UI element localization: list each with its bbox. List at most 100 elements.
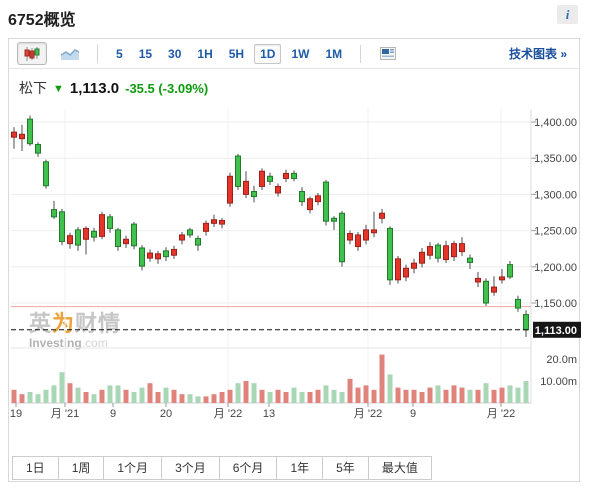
volume-bar	[179, 394, 185, 403]
volume-bar	[403, 389, 409, 403]
volume-bar	[459, 387, 465, 403]
range-button-1周[interactable]: 1周	[57, 456, 105, 480]
candle-body	[443, 245, 449, 261]
candlestick-chart-canvas[interactable]: 1,400.00 1,350.00 1,300.00 1,250.00 1,200.00…	[9, 39, 581, 483]
candle-body	[467, 257, 473, 263]
candle-body	[451, 243, 457, 258]
interval-1M[interactable]: 1M	[325, 46, 343, 61]
volume-bar	[483, 383, 489, 403]
info-icon[interactable]: i	[557, 5, 578, 24]
volume-bar	[523, 381, 529, 403]
volume-bar	[275, 389, 281, 403]
candle-body	[11, 131, 17, 138]
chart-widget: 5 15 30 1H 5H 1D 1W 1M 技术图表 » 松下 ▼ 1,113.0 -35.…	[8, 38, 581, 483]
volume-bar	[227, 389, 233, 403]
range-button-6个月[interactable]: 6个月	[218, 456, 278, 480]
candle-body	[491, 286, 497, 293]
candle-body	[227, 175, 233, 204]
volume-bar	[195, 396, 201, 403]
volume-bar	[187, 394, 193, 403]
interval-30[interactable]: 30	[168, 46, 182, 61]
watermark-cn: 英为财情	[29, 311, 122, 336]
candle-body	[331, 217, 337, 222]
volume-bar	[387, 374, 393, 403]
volume-bar	[411, 389, 417, 403]
volume-bar	[291, 387, 297, 403]
news-panel-icon[interactable]	[373, 42, 403, 65]
volume-bar	[235, 383, 241, 403]
volume-bar	[299, 392, 305, 403]
candle-body	[171, 248, 177, 256]
range-button-3个月[interactable]: 3个月	[161, 456, 220, 480]
instrument-name: 松下	[19, 80, 47, 96]
candle-body	[507, 264, 513, 278]
interval-5H[interactable]: 5H	[228, 46, 245, 61]
interval-1W[interactable]: 1W	[291, 46, 310, 61]
line-chart-icon[interactable]	[55, 42, 85, 65]
volume-bar	[51, 385, 57, 403]
volume-bar	[515, 387, 521, 403]
investing-watermark: 英为财情 Investing.com	[29, 311, 122, 350]
candle-body	[395, 258, 401, 281]
toolbar-divider	[97, 44, 98, 63]
candle-body	[307, 198, 313, 211]
volume-bar	[443, 389, 449, 403]
interval-1H[interactable]: 1H	[197, 46, 213, 61]
line-chart-glyph	[61, 48, 79, 60]
candle-body	[51, 209, 57, 218]
x-axis-label: 13	[263, 408, 275, 420]
candle-body	[35, 143, 41, 154]
candle-body	[99, 214, 105, 237]
page-title: 6752概览	[8, 12, 76, 29]
candle-body	[147, 252, 153, 259]
range-button-5年[interactable]: 5年	[322, 456, 369, 480]
x-axis-label: 月 '22	[487, 408, 515, 420]
candle-body	[299, 191, 305, 203]
candle-body	[203, 222, 209, 232]
candle-body	[243, 180, 249, 195]
volume-bar	[83, 392, 89, 403]
candle-body	[371, 229, 377, 234]
watermark-en: Investing.com	[29, 336, 108, 350]
volume-bar	[283, 392, 289, 403]
candle-body	[251, 191, 257, 198]
candle-body	[235, 155, 241, 187]
volume-bar	[59, 372, 65, 403]
volume-bar	[91, 394, 97, 403]
volume-bar	[347, 378, 353, 403]
candle-body	[283, 172, 289, 179]
volume-bar	[251, 383, 257, 403]
candle-body	[43, 161, 49, 187]
volume-bar	[115, 385, 121, 403]
volume-bar	[355, 387, 361, 403]
candle-body	[355, 234, 361, 248]
range-button-1年[interactable]: 1年	[276, 456, 324, 480]
candlestick-chart-icon[interactable]	[17, 42, 47, 65]
interval-15[interactable]: 15	[138, 46, 153, 61]
volume-bar	[75, 387, 81, 403]
volume-bar	[99, 389, 105, 403]
range-button-1个月[interactable]: 1个月	[103, 456, 163, 480]
range-button-1日[interactable]: 1日	[12, 456, 59, 480]
volume-axis-label: 20.0m	[546, 354, 577, 366]
volume-bar	[419, 392, 425, 403]
volume-bar	[147, 383, 153, 403]
technical-chart-link[interactable]: 技术图表 »	[508, 47, 567, 61]
interval-5[interactable]: 5	[116, 46, 123, 61]
candle-body	[475, 277, 481, 283]
y-axis-label: 1,200.00	[534, 262, 577, 274]
volume-bar	[123, 389, 129, 403]
range-button-最大值[interactable]: 最大值	[367, 456, 432, 480]
candle-body	[179, 234, 185, 241]
interval-1D[interactable]: 1D	[254, 43, 282, 64]
volume-bar	[491, 389, 497, 403]
candle-body	[435, 244, 441, 259]
candle-body	[275, 185, 281, 194]
volume-bar	[363, 385, 369, 403]
candle-body	[403, 267, 409, 278]
current-price-tag-label: 1,113.00	[535, 325, 577, 337]
volume-axis-label: 10.00m	[540, 376, 577, 388]
candle-body	[123, 238, 129, 245]
candle-body	[131, 223, 137, 247]
candle-body	[19, 133, 25, 140]
